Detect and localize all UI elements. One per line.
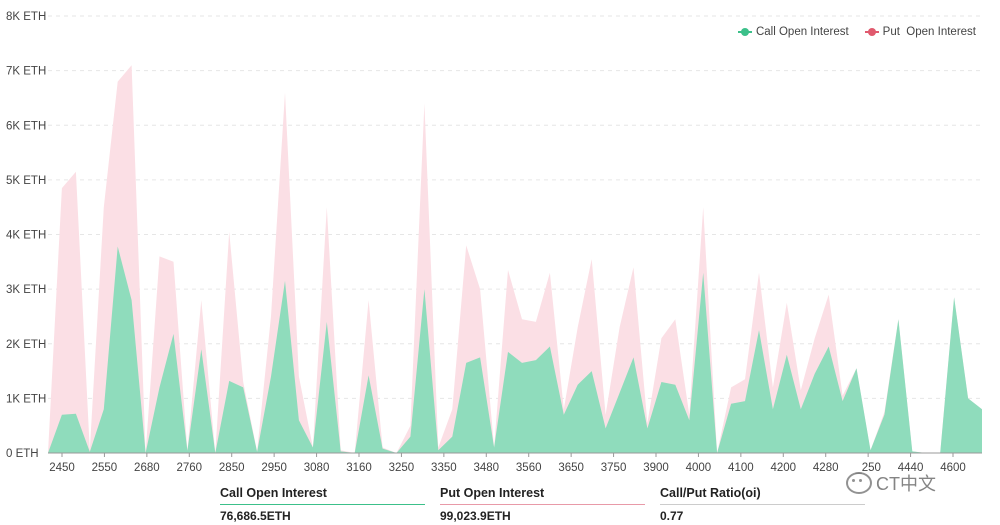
y-axis: 0 ETH 1K ETH 2K ETH 3K ETH 4K ETH 5K ETH 6K ET… <box>6 11 46 460</box>
summary-ratio: Call/Put Ratio(oi) 0.77 <box>660 486 865 523</box>
x-tick-label: 3750 <box>601 462 627 474</box>
summary-call-label: Call Open Interest <box>220 486 425 505</box>
x-tick-label: 4600 <box>940 462 966 474</box>
series-areas <box>48 65 982 453</box>
x-tick-label: 2550 <box>92 462 118 474</box>
legend-marker-call <box>737 28 752 36</box>
y-tick-label: 1K ETH <box>6 393 46 405</box>
x-tick-label: 3160 <box>346 462 372 474</box>
summary-put-value: 99,023.9ETH <box>440 509 511 523</box>
call-area <box>48 246 982 453</box>
x-tick-label: 3900 <box>643 462 669 474</box>
x-tick-label: 3080 <box>304 462 330 474</box>
watermark-text: CT中文 <box>876 474 936 494</box>
x-tick-label: 2450 <box>49 462 75 474</box>
summary-ratio-value: 0.77 <box>660 509 684 523</box>
legend-item-put[interactable]: Put Open Interest <box>864 26 976 38</box>
x-tick-label: 2950 <box>261 462 287 474</box>
y-tick-label: 6K ETH <box>6 120 46 132</box>
y-tick-label: 4K ETH <box>6 230 46 242</box>
y-tick-label: 7K ETH <box>6 66 46 78</box>
summary-ratio-label: Call/Put Ratio(oi) <box>660 486 865 505</box>
x-tick-label: _250 <box>854 462 881 474</box>
x-tick-label: 2680 <box>134 462 160 474</box>
summary-call: Call Open Interest 76,686.5ETH <box>220 486 425 523</box>
legend: Call Open Interest Put Open Interest <box>737 26 976 38</box>
x-tick-label: 4100 <box>728 462 754 474</box>
x-tick-label: 3250 <box>389 462 415 474</box>
x-tick-label: 4000 <box>686 462 712 474</box>
x-tick-label: 2760 <box>176 462 202 474</box>
summary-call-value: 76,686.5ETH <box>220 509 291 523</box>
y-tick-label: 5K ETH <box>6 175 46 187</box>
watermark: CT中文 <box>846 470 936 496</box>
summary-put-label: Put Open Interest <box>440 486 645 505</box>
y-tick-label: 3K ETH <box>6 284 46 296</box>
x-tick-label: 3560 <box>516 462 542 474</box>
legend-label-call: Call Open Interest <box>755 26 849 38</box>
x-tick-label: 3350 <box>431 462 457 474</box>
x-axis: 2450 2550 2680 2760 2850 2950 3080 3160 3250 3350… <box>48 452 982 474</box>
x-tick-label: 4440 <box>898 462 924 474</box>
wechat-icon <box>846 472 872 494</box>
summary-put: Put Open Interest 99,023.9ETH <box>440 486 645 523</box>
x-tick-label: 4280 <box>813 462 839 474</box>
summary-panel: Call Open Interest 76,686.5ETH Put Open … <box>220 486 880 523</box>
legend-item-call[interactable]: Call Open Interest <box>737 26 849 38</box>
x-tick-label: 2850 <box>219 462 245 474</box>
y-tick-label: 8K ETH <box>6 11 46 23</box>
x-tick-label: 4200 <box>770 462 796 474</box>
legend-marker-put <box>864 28 879 36</box>
x-tick-label: 3650 <box>558 462 584 474</box>
y-tick-label: 2K ETH <box>6 339 46 351</box>
x-tick-label: 3480 <box>473 462 499 474</box>
legend-label-put: Put Open Interest <box>882 26 976 38</box>
y-tick-label: 0 ETH <box>6 448 39 460</box>
